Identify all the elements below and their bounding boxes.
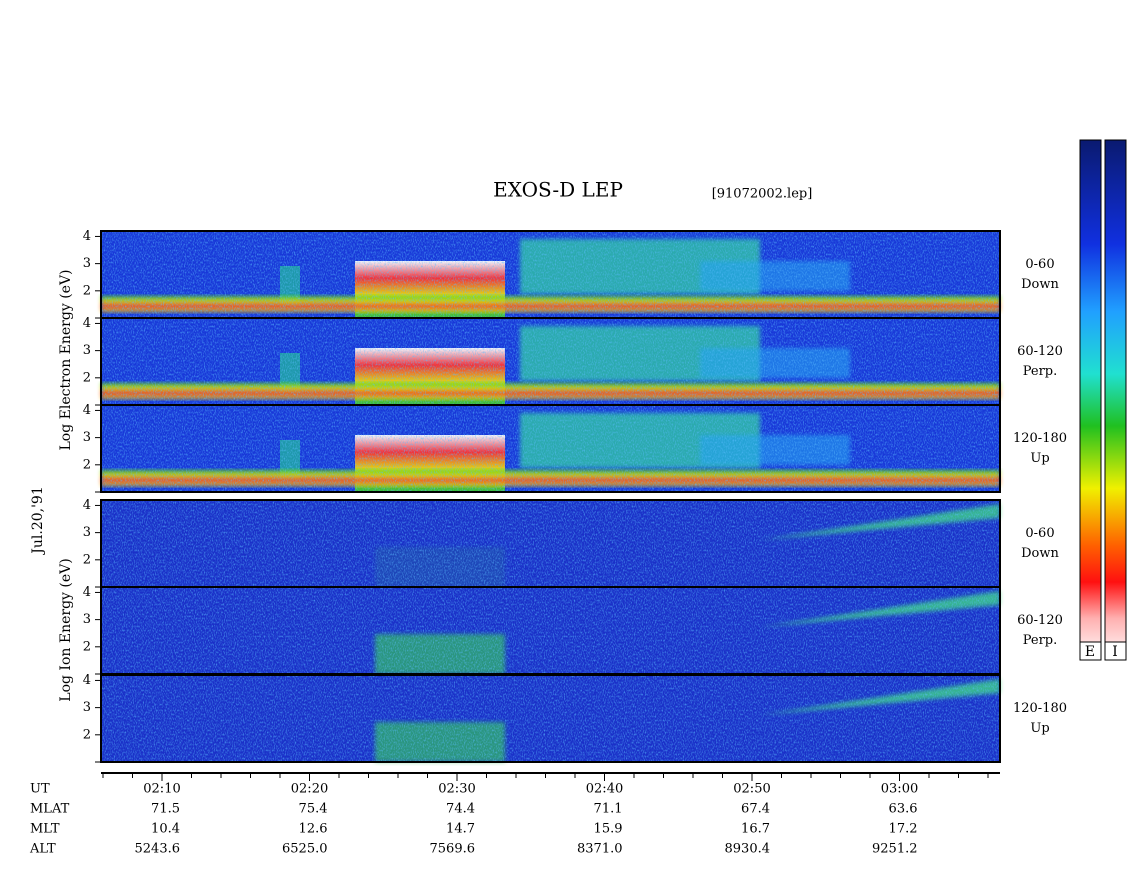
y-tick-label: 2 (83, 552, 91, 567)
pitch-angle-label: 60-120 (1017, 613, 1063, 628)
direction-label: Up (1030, 451, 1049, 466)
y-tick-label: 3 (83, 700, 91, 715)
spectrogram-texture (101, 231, 1000, 318)
pitch-angle-label: 120-180 (1013, 701, 1067, 716)
y-tick-label: 4 (83, 403, 91, 418)
y-tick-label: 3 (83, 525, 91, 540)
pitch-angle-label: 60-120 (1017, 344, 1063, 359)
y-tick-label: 4 (83, 498, 91, 513)
direction-label: Perp. (1023, 364, 1058, 379)
row-value: 16.7 (741, 822, 770, 837)
row-value: 02:30 (438, 782, 475, 797)
row-value: 02:40 (586, 782, 623, 797)
y-tick-label: 3 (83, 430, 91, 445)
panel-frame (100, 404, 1001, 493)
direction-label: Up (1030, 721, 1049, 736)
y-tick-label: 2 (83, 727, 91, 742)
ion-axis-label: Log Ion Energy (eV) (58, 558, 74, 701)
row-value: 63.6 (889, 802, 918, 817)
y-tick-label: 4 (83, 316, 91, 331)
spectrogram-texture (101, 675, 1000, 762)
row-label: MLT (30, 822, 60, 837)
electron-axis-label: Log Electron Energy (eV) (58, 269, 74, 450)
pitch-angle-label: 120-180 (1013, 431, 1067, 446)
y-tick-label: 4 (83, 229, 91, 244)
row-value: 17.2 (889, 822, 918, 837)
spectrogram-texture (101, 500, 1000, 587)
row-value: 5243.6 (135, 842, 181, 857)
y-tick-label: 3 (83, 612, 91, 627)
row-value: 71.1 (594, 802, 623, 817)
row-value: 9251.2 (872, 842, 918, 857)
colorbar-label: E (1085, 644, 1095, 660)
row-value: 10.4 (151, 822, 180, 837)
direction-label: Perp. (1023, 633, 1058, 648)
row-value: 8930.4 (725, 842, 771, 857)
colorbar-label-box (1079, 641, 1102, 661)
row-value: 02:20 (291, 782, 328, 797)
row-label: MLAT (30, 802, 70, 817)
row-value: 7569.6 (430, 842, 476, 857)
colorbar-label-box (1104, 641, 1127, 661)
pitch-angle-label: 0-60 (1025, 526, 1054, 541)
row-value: 75.4 (299, 802, 328, 817)
row-value: 02:10 (143, 782, 180, 797)
y-tick-label: 3 (83, 343, 91, 358)
row-value: 67.4 (741, 802, 770, 817)
colorbar (1104, 139, 1127, 661)
direction-label: Down (1021, 546, 1059, 561)
file-name: [91072002.lep] (712, 187, 813, 202)
spectrogram-texture (101, 405, 1000, 492)
panel-frame (100, 674, 1001, 763)
pitch-angle-label: 0-60 (1025, 257, 1054, 272)
row-value: 15.9 (594, 822, 623, 837)
y-tick-label: 2 (83, 639, 91, 654)
y-tick-label: 3 (83, 256, 91, 271)
spectrogram-texture (101, 587, 1000, 674)
y-tick-label: 2 (83, 457, 91, 472)
date-label: Jul.20,'91 (30, 486, 46, 555)
y-tick-label: 2 (83, 283, 91, 298)
row-label: ALT (29, 842, 56, 857)
y-tick-label: 2 (83, 370, 91, 385)
plot-layer: 2 3 4 0-60 Down 2 3 4 60-120 Perp. 2 3 4 120-180 Up 2 3 4… (29, 229, 1067, 857)
row-value: 8371.0 (577, 842, 623, 857)
direction-label: Down (1021, 277, 1059, 292)
y-tick-label: 4 (83, 673, 91, 688)
row-label: UT (30, 782, 50, 797)
row-value: 74.4 (446, 802, 475, 817)
row-value: 02:50 (733, 782, 770, 797)
colorbar-label: I (1112, 644, 1118, 660)
row-value: 12.6 (299, 822, 328, 837)
row-value: 03:00 (881, 782, 918, 797)
title: EXOS-D LEP (493, 178, 623, 202)
colorbar (1079, 139, 1102, 661)
y-tick-label: 4 (83, 585, 91, 600)
row-value: 71.5 (151, 802, 180, 817)
row-value: 6525.0 (282, 842, 328, 857)
row-value: 14.7 (446, 822, 475, 837)
spectrogram-texture (101, 318, 1000, 405)
